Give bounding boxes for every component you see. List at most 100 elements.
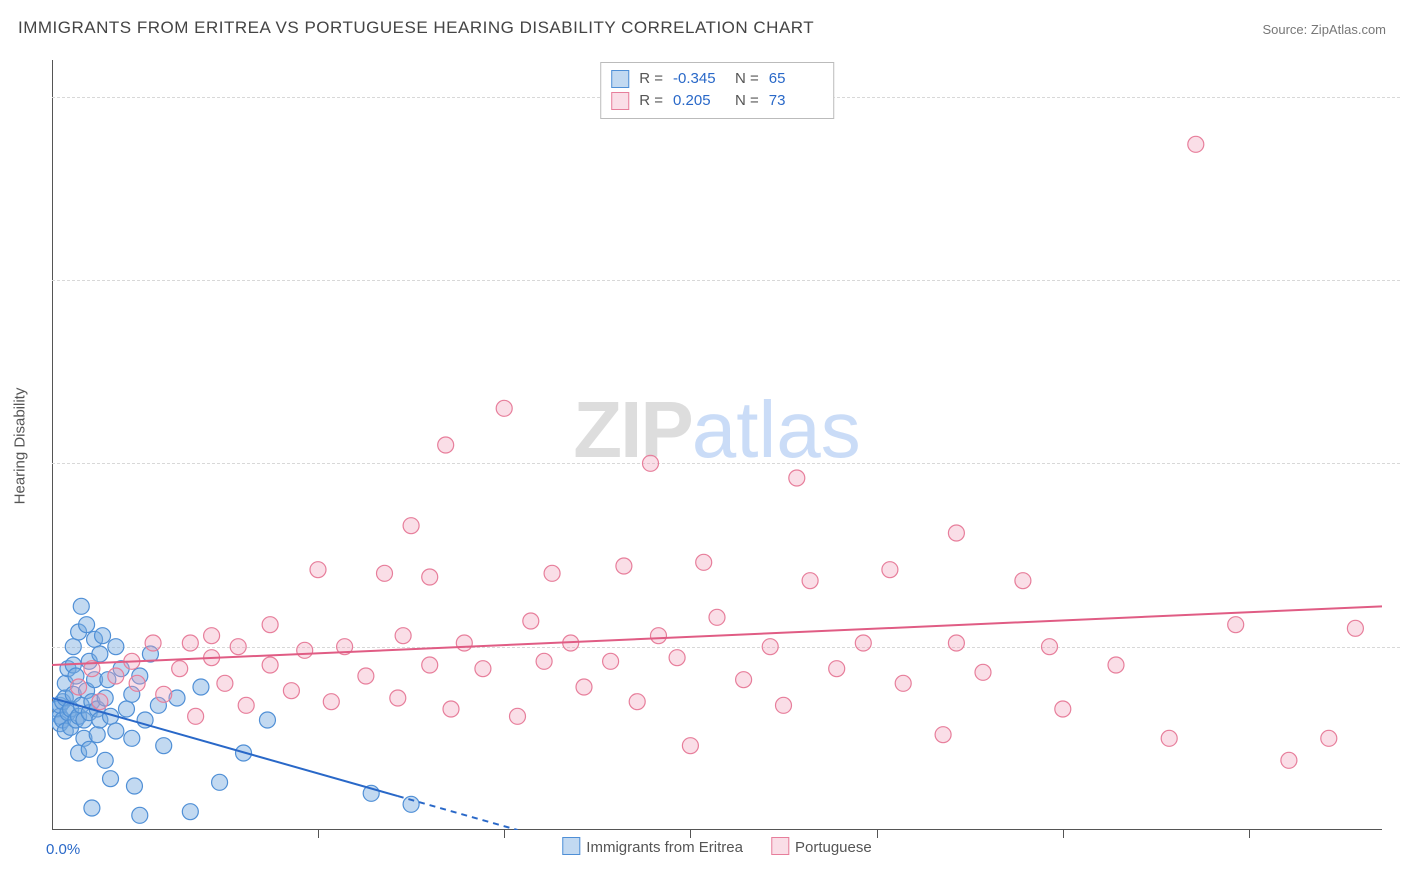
legend-label: Portuguese xyxy=(795,839,872,856)
eritrea-point xyxy=(212,774,228,790)
correlation-legend-box: R =-0.345N =65R =0.205N =73 xyxy=(600,62,834,119)
portuguese-point xyxy=(696,554,712,570)
portuguese-point xyxy=(1347,620,1363,636)
y-tick-label: 15.0% xyxy=(1392,272,1406,289)
eritrea-point xyxy=(65,639,81,655)
portuguese-point xyxy=(283,683,299,699)
x-tick xyxy=(318,830,319,838)
n-label: N = xyxy=(735,68,759,90)
legend-label: Immigrants from Eritrea xyxy=(586,839,743,856)
portuguese-point xyxy=(629,694,645,710)
portuguese-point xyxy=(855,635,871,651)
portuguese-point xyxy=(776,697,792,713)
source-attribution: Source: ZipAtlas.com xyxy=(1262,22,1386,37)
portuguese-point xyxy=(456,635,472,651)
portuguese-point xyxy=(789,470,805,486)
eritrea-point xyxy=(73,598,89,614)
portuguese-point xyxy=(475,661,491,677)
eritrea-legend-swatch-icon xyxy=(562,837,580,855)
portuguese-point xyxy=(882,562,898,578)
eritrea-point xyxy=(118,701,134,717)
legend-item-eritrea: Immigrants from Eritrea xyxy=(562,837,743,856)
portuguese-point xyxy=(1161,730,1177,746)
portuguese-point xyxy=(948,525,964,541)
eritrea-point xyxy=(132,807,148,823)
portuguese-point xyxy=(377,565,393,581)
portuguese-point xyxy=(92,694,108,710)
eritrea-point xyxy=(108,723,124,739)
portuguese-point xyxy=(1321,730,1337,746)
portuguese-point xyxy=(403,518,419,534)
eritrea-point xyxy=(108,639,124,655)
portuguese-point xyxy=(948,635,964,651)
portuguese-point xyxy=(682,738,698,754)
eritrea-point xyxy=(84,800,100,816)
portuguese-point xyxy=(829,661,845,677)
portuguese-point xyxy=(204,628,220,644)
r-value: 0.205 xyxy=(673,90,725,112)
portuguese-point xyxy=(358,668,374,684)
eritrea-point xyxy=(95,628,111,644)
n-value: 65 xyxy=(769,68,821,90)
r-label: R = xyxy=(639,90,663,112)
portuguese-point xyxy=(443,701,459,717)
corr-row-eritrea: R =-0.345N =65 xyxy=(611,68,821,90)
portuguese-point xyxy=(390,690,406,706)
series-legend: Immigrants from Eritrea Portuguese xyxy=(562,837,871,856)
x-axis-origin-label: 0.0% xyxy=(46,841,80,858)
eritrea-point xyxy=(97,752,113,768)
portuguese-point xyxy=(262,617,278,633)
portuguese-point xyxy=(145,635,161,651)
portuguese-point xyxy=(523,613,539,629)
portuguese-point xyxy=(496,400,512,416)
legend-item-portuguese: Portuguese xyxy=(771,837,872,856)
portuguese-point xyxy=(1015,573,1031,589)
portuguese-point xyxy=(643,455,659,471)
portuguese-point xyxy=(217,675,233,691)
portuguese-point xyxy=(510,708,526,724)
portuguese-swatch-icon xyxy=(611,92,629,110)
x-tick xyxy=(1063,830,1064,838)
portuguese-point xyxy=(182,635,198,651)
portuguese-point xyxy=(975,664,991,680)
eritrea-swatch-icon xyxy=(611,70,629,88)
portuguese-point xyxy=(129,675,145,691)
portuguese-point xyxy=(1281,752,1297,768)
portuguese-point xyxy=(762,639,778,655)
portuguese-point xyxy=(895,675,911,691)
portuguese-point xyxy=(262,657,278,673)
corr-row-portuguese: R =0.205N =73 xyxy=(611,90,821,112)
portuguese-point xyxy=(576,679,592,695)
x-tick xyxy=(1249,830,1250,838)
x-tick xyxy=(504,830,505,838)
portuguese-point xyxy=(323,694,339,710)
portuguese-point xyxy=(230,639,246,655)
y-tick-label: 5.0% xyxy=(1392,638,1406,655)
portuguese-point xyxy=(1228,617,1244,633)
portuguese-legend-swatch-icon xyxy=(771,837,789,855)
portuguese-point xyxy=(544,565,560,581)
portuguese-point xyxy=(802,573,818,589)
portuguese-point xyxy=(1108,657,1124,673)
portuguese-point xyxy=(108,668,124,684)
portuguese-point xyxy=(650,628,666,644)
eritrea-point xyxy=(259,712,275,728)
eritrea-point xyxy=(403,796,419,812)
y-tick-label: 20.0% xyxy=(1392,88,1406,105)
portuguese-point xyxy=(935,727,951,743)
portuguese-point xyxy=(709,609,725,625)
portuguese-point xyxy=(736,672,752,688)
eritrea-point xyxy=(182,804,198,820)
portuguese-point xyxy=(616,558,632,574)
eritrea-point xyxy=(103,771,119,787)
eritrea-point xyxy=(89,727,105,743)
eritrea-point xyxy=(126,778,142,794)
portuguese-point xyxy=(422,657,438,673)
eritrea-point xyxy=(156,738,172,754)
y-tick-label: 10.0% xyxy=(1392,455,1406,472)
n-label: N = xyxy=(735,90,759,112)
portuguese-point xyxy=(188,708,204,724)
portuguese-point xyxy=(71,679,87,695)
portuguese-point xyxy=(438,437,454,453)
eritrea-point xyxy=(92,646,108,662)
